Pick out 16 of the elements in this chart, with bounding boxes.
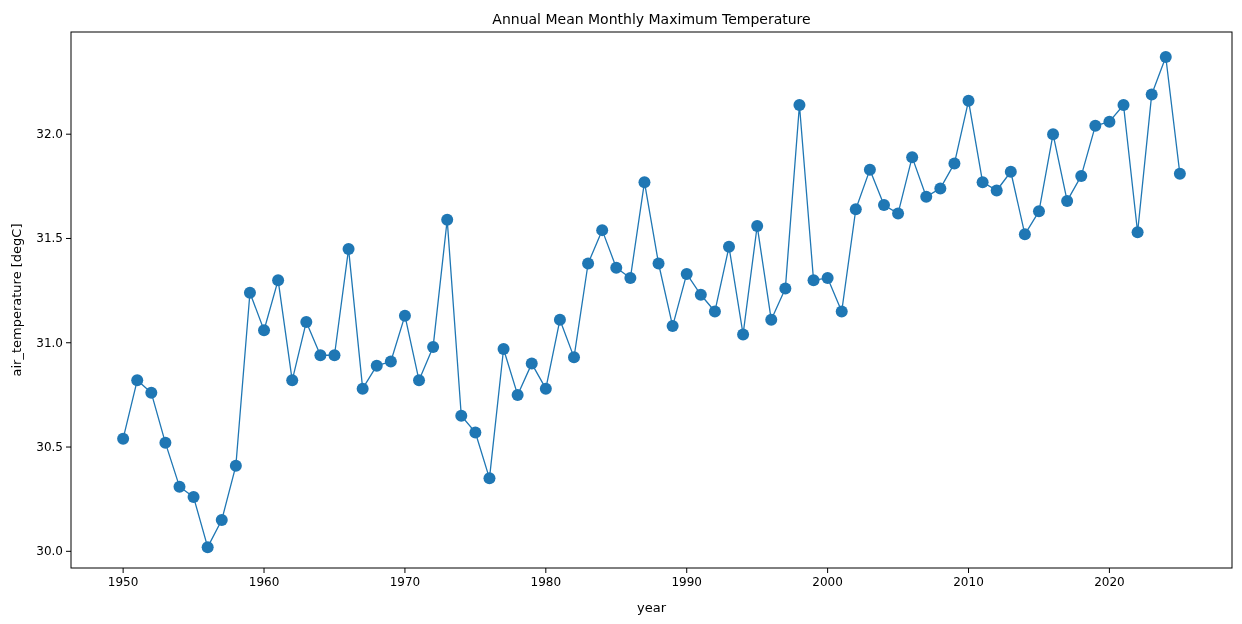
x-axis-title: year (636, 600, 667, 615)
x-tick-label: 1990 (671, 575, 702, 589)
x-tick-label: 2020 (1094, 575, 1125, 589)
y-tick-label: 32.0 (36, 127, 63, 142)
x-tick-label: 1970 (389, 575, 421, 589)
x-tick-label: 2010 (953, 575, 984, 589)
y-tick-label: 31.5 (36, 231, 63, 246)
y-tick-label: 31.0 (36, 335, 63, 350)
x-tick-label: 2000 (812, 575, 843, 589)
y-tick-label: 30.0 (36, 544, 63, 559)
x-tick-label: 1960 (248, 575, 280, 589)
chart-title: Annual Mean Monthly Maximum Temperature (492, 11, 811, 27)
y-tick-label: 30.5 (36, 440, 63, 455)
x-tick-label: 1950 (107, 575, 139, 589)
y-axis-title: air_temperature [degC] (9, 223, 24, 377)
x-tick-label: 1980 (530, 575, 562, 589)
